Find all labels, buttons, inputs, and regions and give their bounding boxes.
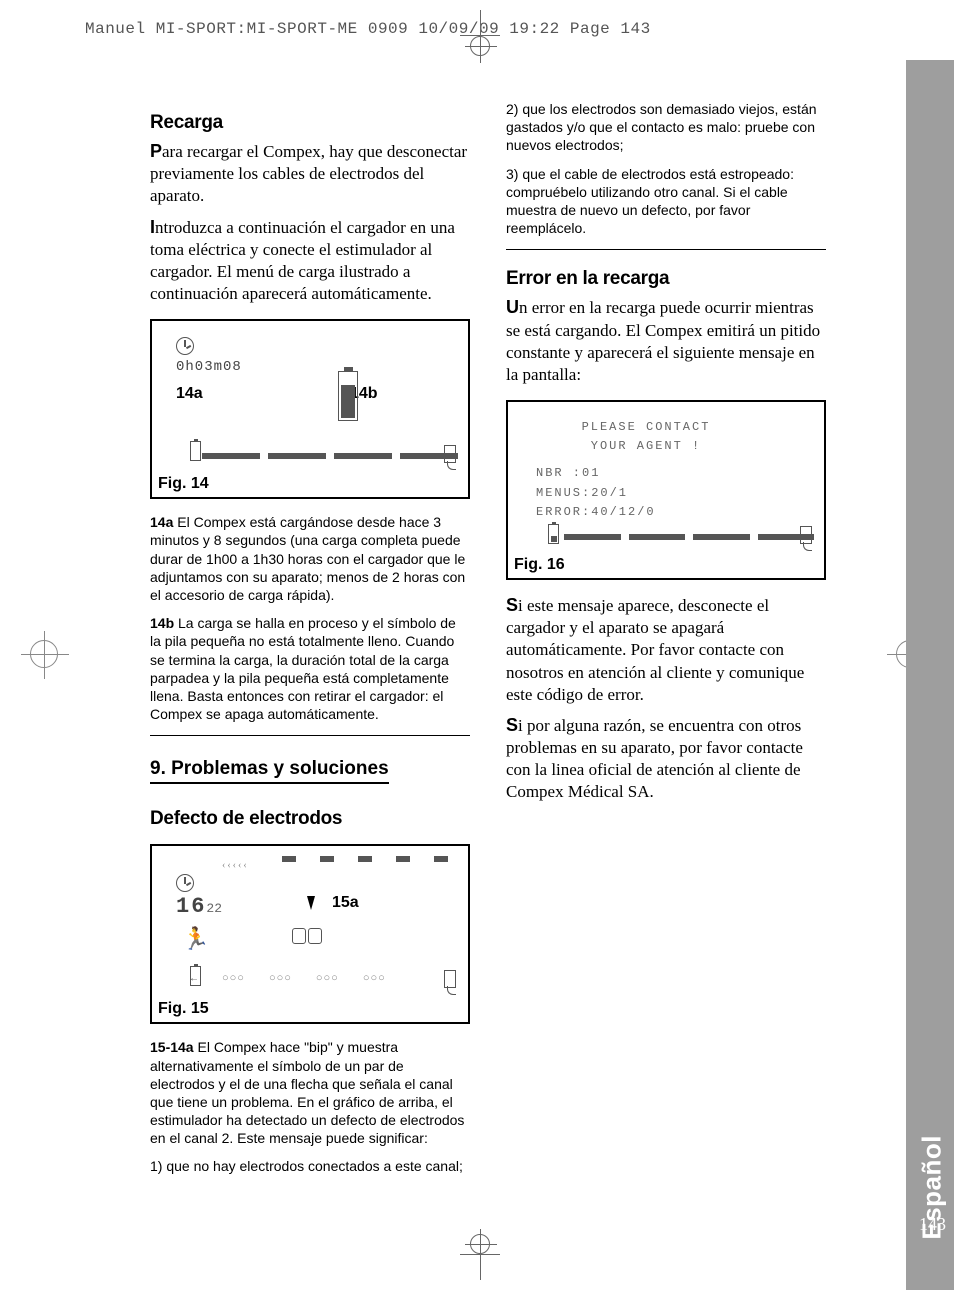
divider — [506, 249, 826, 250]
recarga-para-1-text: ara recargar el Compex, hay que desconec… — [150, 142, 467, 205]
registration-mark-top — [470, 36, 490, 56]
error-heading: Error en la recarga — [506, 268, 826, 290]
after-para-1: Si este mensaje aparece, desconecte el c… — [506, 594, 826, 706]
callout-15a: 15a — [332, 894, 359, 912]
channel-dots: ○○○○○○○○○○○○ — [222, 972, 458, 984]
fig16-line3: NBR :01 — [536, 464, 774, 483]
page-number: 143 — [919, 1214, 946, 1235]
clock-icon — [176, 337, 194, 355]
drop-cap: U — [506, 297, 519, 317]
recarga-para-1: Para recargar el Compex, hay que descone… — [150, 140, 470, 208]
lcd-screen: 0h03m08 14a 14b — [162, 331, 418, 467]
dotted-line: ‹‹‹‹‹ — [222, 860, 249, 871]
divider — [150, 735, 470, 736]
level-bars — [564, 534, 814, 540]
figure-14-label: Fig. 14 — [158, 475, 209, 493]
fig16-line1: PLEASE CONTACT — [518, 418, 774, 437]
fig15-big-num: 16 — [176, 894, 206, 919]
drop-cap: P — [150, 141, 162, 161]
cause-2: 2) que los electrodos son demasiado viej… — [506, 100, 826, 155]
plug-icon — [444, 970, 456, 988]
drop-cap: S — [506, 595, 518, 615]
recarga-heading: Recarga — [150, 112, 470, 134]
cause-1: 1) que no hay electrodos conectados a es… — [150, 1157, 470, 1175]
fig15-small-num: 22 — [206, 901, 222, 916]
note-14a: 14a El Compex está cargándose desde hace… — [150, 513, 470, 604]
battery-small-icon — [190, 441, 201, 461]
note-14b: 14b La carga se halla en proceso y el sí… — [150, 614, 470, 723]
figure-14: 0h03m08 14a 14b Fig. 14 — [150, 319, 470, 499]
recarga-para-2-text: ntroduzca a continuación el cargador en … — [150, 218, 455, 304]
error-para-1-text: n error en la recarga puede ocurrir mien… — [506, 298, 820, 384]
lcd-screen: PLEASE CONTACT YOUR AGENT ! NBR :01 MENU… — [518, 412, 774, 548]
level-bars — [202, 453, 458, 459]
fig16-line4: MENUS:20/1 — [536, 484, 774, 503]
note-15: 15-14a El Compex hace "bip" y muestra al… — [150, 1038, 470, 1147]
figure-15: ‹‹‹‹‹ 1622 15a 🏃 ← ○○○○○○○○○○○○ — [150, 844, 470, 1024]
battery-fill — [341, 385, 355, 419]
battery-large-icon — [338, 371, 358, 421]
charge-time-text: 0h03m08 — [176, 359, 242, 375]
registration-mark-bottom — [470, 1234, 490, 1254]
fig16-line5: ERROR:40/12/0 — [536, 503, 774, 522]
page-content: Recarga Para recargar el Compex, hay que… — [150, 100, 830, 1186]
battery-small-icon — [548, 524, 559, 544]
figure-15-label: Fig. 15 — [158, 1000, 209, 1018]
drop-cap: S — [506, 715, 518, 735]
right-column: 2) que los electrodos son demasiado viej… — [506, 100, 826, 1186]
figure-16: PLEASE CONTACT YOUR AGENT ! NBR :01 MENU… — [506, 400, 826, 580]
after-para-1-text: i este mensaje aparece, desconecte el ca… — [506, 596, 804, 704]
battery-small-icon: ← — [190, 966, 201, 986]
figure-16-label: Fig. 16 — [514, 556, 565, 574]
plug-icon — [444, 445, 456, 463]
print-header: Manuel MI-SPORT:MI-SPORT-ME 0909 10/09/0… — [85, 20, 651, 38]
registration-mark-left — [30, 640, 58, 668]
recarga-para-2: Introduzca a continuación el cargador en… — [150, 216, 470, 306]
plug-icon — [800, 526, 812, 544]
clock-icon — [176, 874, 194, 892]
fig16-line2: YOUR AGENT ! — [518, 437, 774, 456]
after-para-2-text: i por alguna razón, se encuentra con otr… — [506, 716, 803, 802]
language-sidebar: Español 143 — [906, 60, 954, 1290]
after-para-2: Si por alguna razón, se encuentra con ot… — [506, 714, 826, 804]
callout-14a: 14a — [176, 385, 203, 403]
arrow-down-icon — [307, 896, 315, 910]
left-column: Recarga Para recargar el Compex, hay que… — [150, 100, 470, 1186]
cause-3: 3) que el cable de electrodos está estro… — [506, 165, 826, 238]
electrode-pair-icon — [292, 928, 322, 949]
section-9-heading: 9. Problemas y soluciones — [150, 758, 389, 784]
error-para-1: Un error en la recarga puede ocurrir mie… — [506, 296, 826, 386]
defecto-heading: Defecto de electrodos — [150, 808, 470, 830]
bar-segments-top — [282, 856, 448, 862]
runner-icon: 🏃 — [182, 926, 209, 952]
lcd-screen: ‹‹‹‹‹ 1622 15a 🏃 ← ○○○○○○○○○○○○ — [162, 856, 418, 992]
